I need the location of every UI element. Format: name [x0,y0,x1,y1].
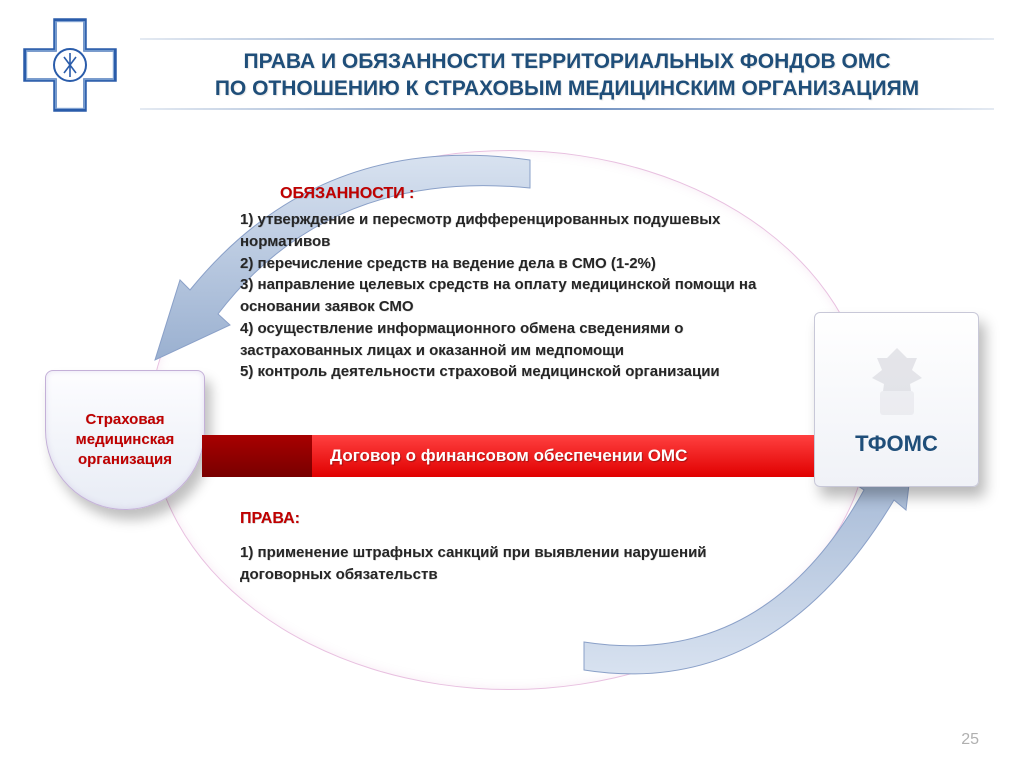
title-line-1: ПРАВА И ОБЯЗАННОСТИ ТЕРРИТОРИАЛЬНЫХ ФОНД… [243,50,890,73]
duties-heading: ОБЯЗАННОСТИ : [280,185,800,203]
contract-bar-dark [202,435,312,477]
page-title: ПРАВА И ОБЯЗАННОСТИ ТЕРРИТОРИАЛЬНЫХ ФОНД… [140,48,994,103]
contract-bar: Договор о финансовом обеспечении ОМС [202,435,814,477]
duty-item: 3) направление целевых средств на оплату… [240,274,800,318]
page-number: 25 [961,731,979,749]
duty-item: 5) контроль деятельности страховой медиц… [240,361,800,383]
medical-cross-logo [20,15,120,115]
duties-list: 1) утверждение и пересмотр дифференциров… [240,209,800,383]
duties-block: ОБЯЗАННОСТИ : 1) утверждение и пересмотр… [240,185,800,383]
header: ПРАВА И ОБЯЗАННОСТИ ТЕРРИТОРИАЛЬНЫХ ФОНД… [0,0,1024,120]
tfoms-box: ТФОМС [814,312,979,487]
right-item: 1) применение штрафных санкций при выявл… [240,542,800,586]
duty-item: 2) перечисление средств на ведение дела … [240,253,800,275]
duty-item: 4) осуществление информационного обмена … [240,318,800,362]
duty-item: 1) утверждение и пересмотр дифференциров… [240,209,800,253]
tfoms-label: ТФОМС [855,431,938,457]
title-block: ПРАВА И ОБЯЗАННОСТИ ТЕРРИТОРИАЛЬНЫХ ФОНД… [140,12,994,119]
title-line-2: ПО ОТНОШЕНИЮ К СТРАХОВЫМ МЕДИЦИНСКИМ ОРГ… [215,77,919,100]
rights-heading: ПРАВА: [240,510,800,528]
rights-list: 1) применение штрафных санкций при выявл… [240,542,800,586]
diagram: Страховая медицинская организация ТФОМС … [0,130,1024,730]
rights-block: ПРАВА: 1) применение штрафных санкций пр… [240,510,800,586]
rf-emblem-icon [862,343,932,423]
contract-bar-label: Договор о финансовом обеспечении ОМС [312,435,814,477]
smo-label: Страховая медицинская организация [76,410,175,471]
